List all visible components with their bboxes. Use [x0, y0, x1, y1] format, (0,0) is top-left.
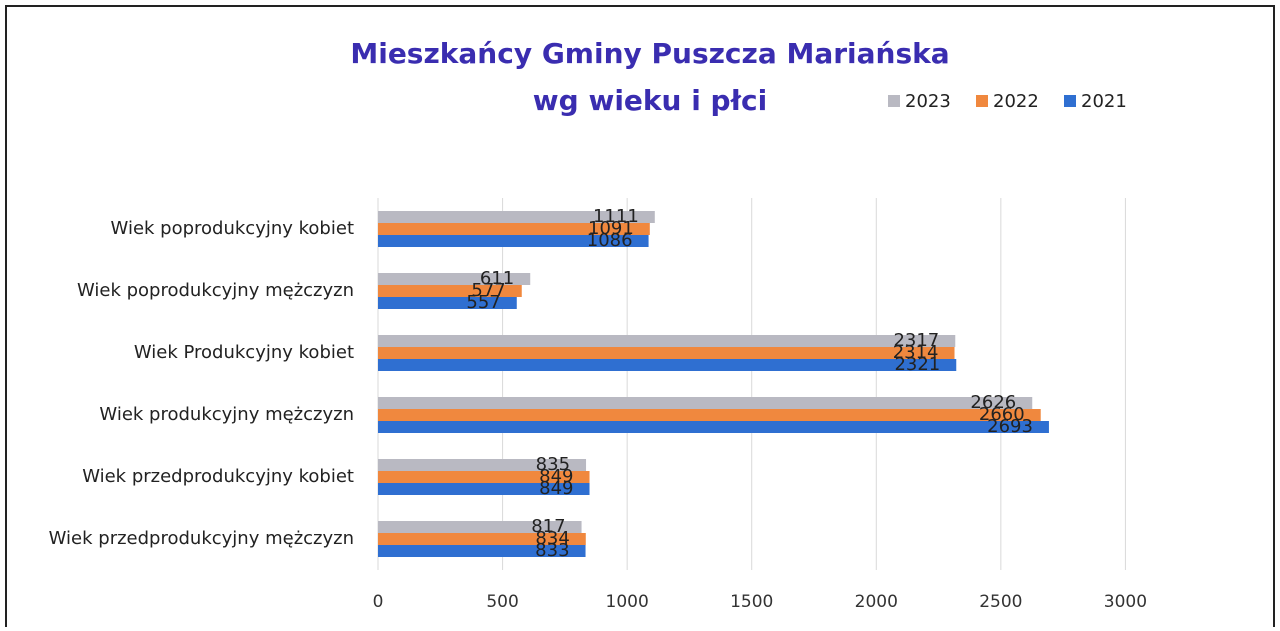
data-label: 1086 [587, 230, 633, 251]
bar [378, 347, 955, 359]
chart-title: wg wieku i płci [533, 84, 767, 117]
legend-label: 2021 [1081, 91, 1127, 112]
x-tick-label: 0 [373, 592, 384, 612]
data-label: 577 [471, 280, 505, 301]
bar [378, 273, 531, 285]
data-label: 1091 [588, 218, 634, 239]
data-label: 833 [535, 540, 569, 561]
bar [378, 483, 590, 495]
chart-frame [5, 5, 1275, 631]
bar [378, 471, 590, 483]
bar [378, 397, 1033, 409]
y-tick-label: Wiek poprodukcyjny mężczyzn [77, 280, 354, 301]
y-tick-label: Wiek poprodukcyjny kobiet [111, 218, 354, 239]
legend-swatch [1064, 95, 1076, 107]
bar [378, 521, 582, 533]
x-tick-label: 2000 [855, 592, 898, 612]
x-tick-label: 3000 [1104, 592, 1147, 612]
bar [378, 235, 649, 247]
bar [378, 335, 956, 347]
data-label: 2321 [894, 354, 940, 375]
bar [378, 297, 517, 309]
bar [378, 409, 1041, 421]
legend-swatch [976, 95, 988, 107]
bar [378, 533, 586, 545]
legend-swatch [888, 95, 900, 107]
data-label: 2314 [893, 342, 939, 363]
y-tick-label: Wiek przedprodukcyjny mężczyzn [49, 528, 354, 549]
x-tick-label: 500 [486, 592, 518, 612]
legend-label: 2023 [905, 91, 951, 112]
data-label: 2317 [893, 330, 939, 351]
data-label: 2626 [970, 392, 1016, 413]
bar [378, 223, 650, 235]
data-label: 834 [535, 528, 569, 549]
data-label: 849 [539, 466, 573, 487]
data-label: 2660 [979, 404, 1025, 425]
bar [378, 211, 655, 223]
data-label: 611 [480, 268, 514, 289]
bar [378, 545, 586, 557]
chart-title: Mieszkańcy Gminy Puszcza Mariańska [350, 37, 949, 70]
data-label: 817 [531, 516, 565, 537]
data-label: 1111 [593, 206, 639, 227]
bar [378, 359, 957, 371]
legend-label: 2022 [993, 91, 1039, 112]
bar [378, 285, 522, 297]
data-label: 849 [539, 478, 573, 499]
y-tick-label: Wiek przedprodukcyjny kobiet [82, 466, 354, 487]
x-tick-label: 1500 [730, 592, 773, 612]
data-label: 835 [536, 454, 570, 475]
data-label: 2693 [987, 416, 1033, 437]
bar [378, 459, 587, 471]
x-tick-label: 2500 [979, 592, 1022, 612]
x-tick-label: 1000 [606, 592, 649, 612]
y-tick-label: Wiek Produkcyjny kobiet [134, 342, 354, 363]
data-label: 557 [466, 292, 500, 313]
bar [378, 421, 1049, 433]
y-tick-label: Wiek produkcyjny mężczyzn [99, 404, 354, 425]
